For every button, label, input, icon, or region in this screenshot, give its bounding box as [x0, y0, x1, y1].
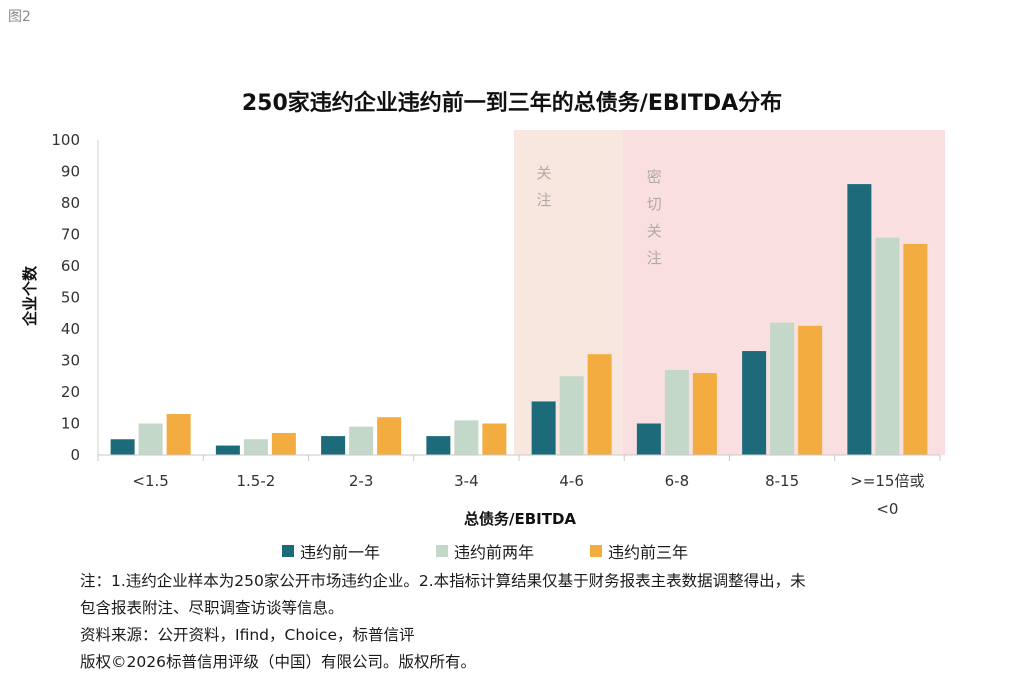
bars [110, 184, 928, 455]
footnote-line-2: 包含报表附注、尽职调查访谈等信息。 [80, 599, 344, 617]
bar-1-4 [531, 401, 556, 455]
legend-item-series-1: 违约前一年 [282, 539, 380, 563]
zone-watch-label-char: 注 [536, 191, 551, 209]
legend-label-series-1: 违约前一年 [300, 543, 381, 562]
bar-1-7 [847, 184, 872, 455]
legend-swatch-series-1 [282, 545, 294, 557]
x-tick-label: 2-3 [349, 472, 374, 490]
x-tick-label: 1.5-2 [236, 472, 275, 490]
y-tick-label: 80 [61, 194, 80, 212]
y-axis-ticks: 0 10 20 30 40 50 60 70 80 90 100 [51, 131, 99, 464]
bar-1-3 [426, 436, 451, 455]
legend-item-series-3: 违约前三年 [590, 539, 688, 563]
bar-2-5 [664, 369, 689, 455]
legend-item-series-2: 违约前两年 [436, 539, 534, 563]
bar-3-6 [798, 325, 823, 455]
y-tick-label: 40 [61, 320, 80, 338]
bar-2-3 [454, 420, 479, 455]
legend: 违约前一年 违约前两年 违约前三年 [282, 539, 744, 563]
bar-2-4 [559, 376, 584, 455]
zone-close-watch-label-char: 注 [647, 249, 662, 267]
y-tick-label: 30 [61, 352, 80, 370]
x-axis-title: 总债务/EBITDA [464, 510, 576, 528]
zone-close-watch-label-char: 切 [647, 195, 662, 213]
y-tick-label: 60 [61, 257, 80, 275]
x-tick-label: 8-15 [765, 472, 799, 490]
bar-1-2 [321, 436, 346, 455]
footnote-line-1: 注：1.违约企业样本为250家公开市场违约企业。2.本指标计算结果仅基于财务报表… [80, 572, 806, 590]
y-tick-label: 10 [61, 415, 80, 433]
bar-2-6 [770, 322, 795, 455]
chart-title: 250家违约企业违约前一到三年的总债务/EBITDA分布 [242, 90, 782, 116]
x-tick-label: 6-8 [665, 472, 690, 490]
zone-close-watch-label-char: 关 [647, 222, 662, 240]
bar-1-0 [110, 439, 135, 455]
y-tick-label: 90 [61, 163, 80, 181]
bar-1-6 [742, 351, 767, 455]
bar-2-7 [875, 237, 900, 455]
x-tick-label: >=15倍或 [850, 472, 924, 490]
x-tick-label: 3-4 [454, 472, 479, 490]
bar-1-1 [215, 445, 240, 455]
bar-2-0 [138, 423, 163, 455]
bar-3-7 [903, 243, 928, 455]
bar-1-5 [636, 423, 661, 455]
footnote-copyright: 版权©2026标普信用评级（中国）有限公司。版权所有。 [80, 653, 476, 671]
bar-3-3 [482, 423, 507, 455]
x-tick-label: 4-6 [559, 472, 584, 490]
legend-swatch-series-3 [590, 545, 603, 557]
y-tick-label: 20 [61, 383, 80, 401]
y-axis-title: 企业个数 [21, 265, 39, 327]
bar-3-2 [377, 417, 402, 455]
legend-swatch-series-2 [436, 545, 449, 557]
figure-label: 图2 [8, 9, 31, 25]
bar-2-1 [243, 439, 268, 455]
bar-2-2 [349, 426, 374, 455]
y-tick-label: 0 [70, 446, 80, 464]
zone-close-watch-label-char: 密 [647, 168, 662, 186]
legend-label-series-3: 违约前三年 [608, 543, 689, 562]
y-tick-label: 70 [61, 226, 80, 244]
legend-label-series-2: 违约前两年 [454, 543, 535, 562]
bar-3-0 [166, 414, 191, 455]
bar-3-5 [692, 373, 717, 455]
x-axis: <1.5 1.5-2 2-3 3-4 4-6 6-8 8-15 >=15倍或 <0 [97, 454, 941, 518]
x-tick-label: <1.5 [132, 472, 168, 490]
y-tick-label: 100 [51, 131, 80, 149]
bar-3-4 [587, 354, 612, 455]
footnotes: 注：1.违约企业样本为250家公开市场违约企业。2.本指标计算结果仅基于财务报表… [80, 568, 1015, 676]
y-tick-label: 50 [61, 289, 80, 307]
bar-3-1 [271, 432, 296, 455]
footnote-source: 资料来源：公开资料，Ifind，Choice，标普信评 [80, 626, 415, 644]
x-tick-label: <0 [876, 500, 898, 518]
zone-watch-label-char: 关 [536, 164, 551, 182]
